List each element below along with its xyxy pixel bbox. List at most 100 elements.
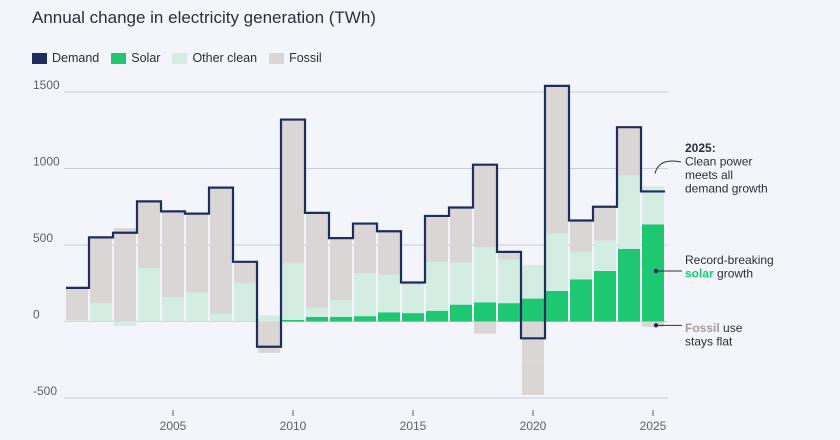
bar-solar	[378, 312, 400, 322]
x-tick-label: 2005	[160, 419, 187, 433]
bar-fossil	[450, 207, 472, 263]
bar-fossil	[234, 261, 256, 284]
y-tick-label: 1000	[33, 155, 60, 169]
x-tick-label: 2010	[280, 419, 307, 433]
bar-other-clean	[570, 251, 592, 280]
bar-fossil	[330, 238, 352, 301]
legend-swatch-solar	[111, 52, 127, 64]
bar-other-clean	[90, 303, 112, 322]
bar-fossil	[186, 213, 208, 293]
bar-solar	[330, 316, 352, 322]
x-tick-label: 2015	[400, 419, 427, 433]
bar-fossil	[618, 127, 640, 176]
bar-other-clean	[498, 259, 520, 304]
bar-solar	[282, 319, 304, 322]
bar-other-clean	[450, 262, 472, 305]
legend: Demand Solar Other clean Fossil	[32, 51, 322, 65]
bar-fossil	[306, 212, 328, 308]
bar-fossil	[594, 206, 616, 241]
bar-other-clean	[378, 274, 400, 313]
bar-solar	[426, 310, 448, 322]
legend-item-other-clean: Other clean	[172, 51, 257, 65]
bar-fossil	[522, 321, 544, 362]
bar-solar	[474, 302, 496, 322]
bar-other-clean	[618, 175, 640, 249]
legend-item-solar: Solar	[111, 51, 160, 65]
bar-solar	[354, 316, 376, 322]
legend-label-fossil: Fossil	[289, 51, 322, 65]
annotation-solar-line: solar growth	[685, 267, 753, 281]
annotation-clean-leader	[654, 160, 682, 174]
bar-other-clean	[114, 321, 136, 327]
legend-swatch-other-clean	[172, 52, 188, 64]
bar-fossil	[498, 251, 520, 260]
bar-other-clean	[546, 233, 568, 291]
bar-solar	[306, 316, 328, 322]
legend-label-demand: Demand	[52, 51, 100, 65]
bar-fossil	[474, 164, 496, 248]
bar-other-clean	[258, 315, 280, 322]
bar-fossil	[210, 187, 232, 314]
bar-other-clean	[186, 292, 208, 322]
demand-outline	[66, 84, 665, 348]
bar-solar	[498, 303, 520, 322]
y-tick-label: 0	[33, 308, 40, 322]
bar-fossil	[138, 201, 160, 268]
x-axis: 2005 2010 2015 2020 2025	[160, 410, 667, 433]
annotation-solar-line: Record-breaking	[685, 253, 774, 267]
bar-fossil	[66, 287, 88, 320]
y-tick-label: -500	[33, 384, 57, 398]
demand-line	[66, 84, 665, 348]
bar-fossil	[642, 321, 664, 327]
annotation-word: Fossil	[685, 321, 720, 335]
bar-other-clean	[210, 313, 232, 322]
bar-fossil	[522, 361, 544, 395]
bar-other-clean	[402, 284, 424, 314]
bar-other-clean	[594, 240, 616, 272]
legend-label-other-clean: Other clean	[192, 51, 258, 65]
bar-solar	[402, 313, 424, 322]
bar-fossil	[90, 237, 112, 304]
annotation-word: growth	[714, 267, 753, 281]
bar-solar	[522, 298, 544, 322]
annotation-clean-line: demand growth	[685, 182, 768, 196]
annotation-fossil-line: stays flat	[685, 335, 733, 349]
legend-label-solar: Solar	[131, 51, 161, 65]
bar-fossil	[426, 215, 448, 262]
bar-solar	[618, 248, 640, 322]
bar-fossil	[474, 321, 496, 334]
legend-swatch-fossil	[269, 52, 285, 64]
annotation-clean-line: meets all	[685, 168, 733, 182]
bar-solar	[546, 290, 568, 322]
y-tick-label: 1500	[33, 78, 60, 92]
bar-other-clean	[306, 307, 328, 317]
x-tick-label: 2020	[520, 419, 547, 433]
bar-other-clean	[354, 273, 376, 317]
bar-fossil	[570, 220, 592, 252]
bar-solar	[594, 271, 616, 322]
bar-other-clean	[642, 186, 664, 225]
annotation-fossil-line: Fossil use	[685, 321, 743, 335]
legend-item-fossil: Fossil	[269, 51, 322, 65]
bar-fossil	[354, 223, 376, 274]
bar-fossil	[114, 228, 136, 322]
bar-other-clean	[426, 261, 448, 311]
legend-item-demand: Demand	[32, 51, 99, 65]
bar-other-clean	[234, 283, 256, 322]
annotation-word: solar	[685, 267, 714, 281]
bar-fossil	[282, 119, 304, 264]
bar-solar	[450, 304, 472, 322]
bar-other-clean	[522, 264, 544, 299]
annotation-clean-line: 2025:	[685, 141, 716, 155]
bars	[66, 85, 664, 395]
bar-solar	[570, 279, 592, 322]
bar-solar	[642, 224, 664, 322]
bar-other-clean	[474, 247, 496, 303]
annotation-word: use	[720, 321, 743, 335]
bar-fossil	[162, 211, 184, 298]
bar-fossil	[546, 85, 568, 234]
bar-other-clean	[138, 267, 160, 322]
bar-other-clean	[162, 297, 184, 322]
bar-fossil	[402, 282, 424, 285]
